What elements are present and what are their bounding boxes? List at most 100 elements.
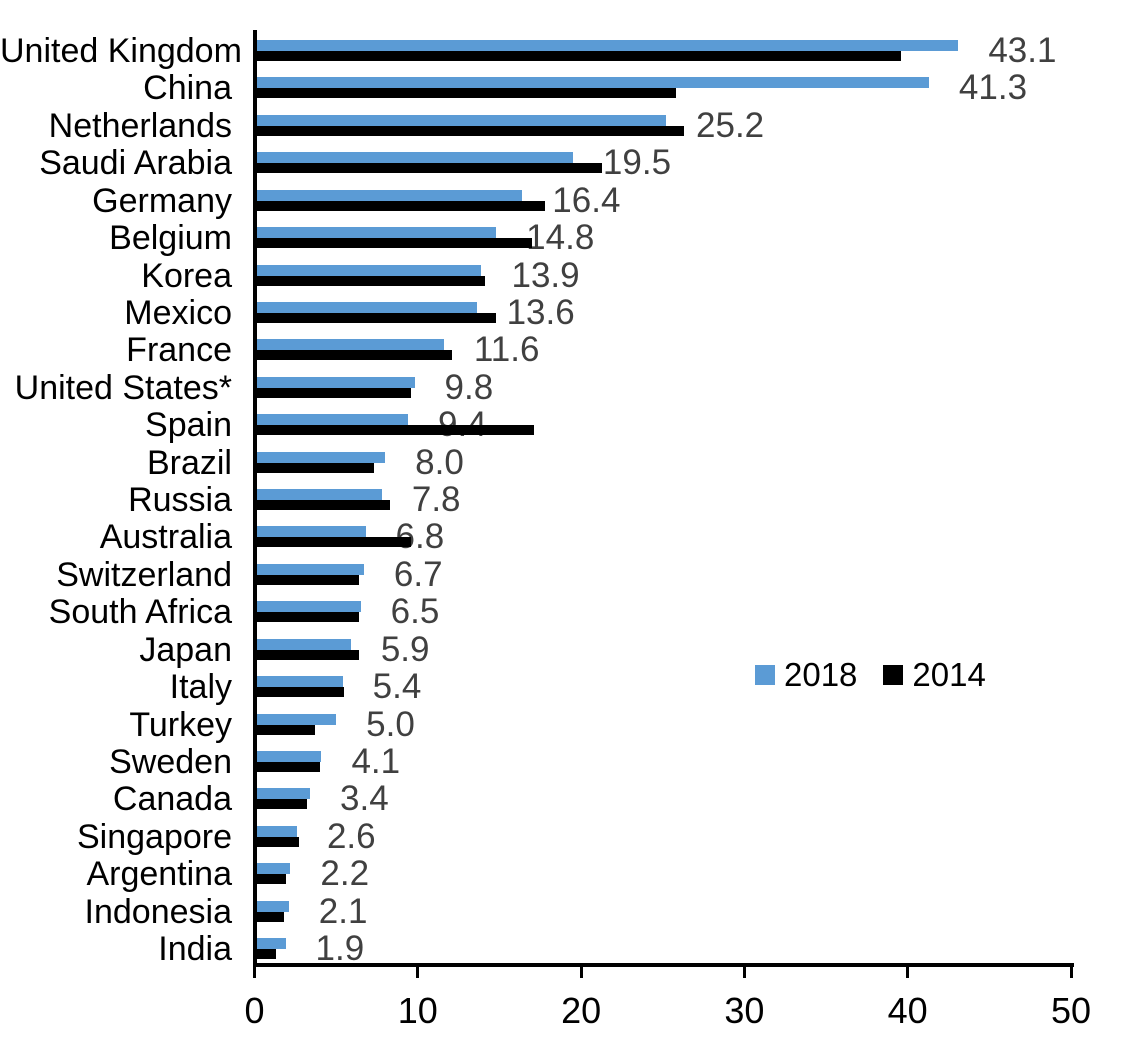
- bar-2014-turkey: [254, 724, 315, 735]
- x-tick-label-40: 40: [887, 990, 928, 1031]
- category-label-spain: Spain: [145, 406, 232, 445]
- x-tick-mark-20: [579, 967, 583, 978]
- value-label-india: 1.9: [315, 929, 365, 969]
- bar-2014-australia: [254, 537, 412, 548]
- bar-2018-korea: [254, 264, 482, 276]
- bar-2014-mexico: [254, 312, 497, 323]
- category-label-belgium: Belgium: [109, 219, 232, 258]
- value-label-turkey: 5.0: [366, 704, 415, 744]
- bar-2018-canada: [254, 788, 311, 800]
- value-label-france: 11.6: [473, 330, 540, 370]
- bar-2018-india: [254, 938, 286, 950]
- x-tick-label-10: 10: [397, 990, 438, 1031]
- value-label-canada: 3.4: [340, 779, 389, 819]
- value-label-spain: 9.4: [438, 406, 487, 444]
- bar-2014-south-africa: [254, 612, 359, 623]
- bar-2018-france: [254, 339, 444, 351]
- bar-2018-russia: [254, 489, 382, 501]
- bar-2014-italy: [254, 687, 345, 698]
- value-label-netherlands: 25.2: [696, 105, 765, 145]
- bar-2014-china: [254, 88, 676, 99]
- bar-2014-united-states: [254, 387, 412, 398]
- bar-2018-sweden: [254, 750, 322, 762]
- value-label-belgium: 14.8: [526, 218, 595, 258]
- x-tick-mark-30: [742, 967, 746, 978]
- category-label-turkey: Turkey: [129, 705, 232, 744]
- bar-2018-netherlands: [254, 114, 667, 126]
- category-label-canada: Canada: [112, 780, 232, 819]
- value-label-italy: 5.4: [372, 667, 422, 707]
- value-label-saudi-arabia: 19.5: [602, 143, 672, 183]
- value-label-united-kingdom: 43.1: [988, 31, 1057, 70]
- legend-label-2018: 2018: [784, 656, 858, 693]
- value-label-russia: 7.8: [411, 480, 461, 520]
- category-label-switzerland: Switzerland: [56, 555, 232, 594]
- value-label-japan: 5.9: [380, 629, 430, 669]
- x-axis-line: [253, 963, 1074, 967]
- bar-2014-spain: [254, 425, 534, 436]
- bar-2018-united-states: [254, 376, 415, 388]
- y-axis-line: [253, 30, 257, 967]
- bar-2014-belgium: [254, 238, 533, 249]
- x-tick-label-20: 20: [561, 990, 602, 1031]
- category-label-argentina: Argentina: [86, 855, 232, 894]
- bar-2018-spain: [254, 414, 408, 426]
- category-label-netherlands: Netherlands: [48, 106, 232, 145]
- bar-2018-united-kingdom: [254, 40, 959, 51]
- category-label-italy: Italy: [169, 668, 232, 707]
- category-label-australia: Australia: [99, 518, 232, 557]
- bar-2014-singapore: [254, 836, 299, 847]
- category-label-united-kingdom: United Kingdom: [0, 32, 242, 70]
- bar-2014-russia: [254, 500, 391, 511]
- value-label-mexico: 13.6: [506, 292, 575, 332]
- bar-2014-sweden: [254, 761, 320, 772]
- bar-2018-brazil: [254, 451, 386, 463]
- legend-label-2014: 2014: [912, 656, 986, 693]
- bar-2018-saudi-arabia: [254, 152, 573, 164]
- value-label-switzerland: 6.7: [393, 554, 443, 594]
- bar-2018-argentina: [254, 863, 291, 875]
- category-label-france: France: [126, 331, 232, 370]
- bar-2014-saudi-arabia: [254, 163, 603, 174]
- bar-2014-india: [254, 949, 276, 960]
- category-label-india: India: [158, 930, 232, 969]
- value-label-australia: 6.8: [395, 517, 445, 557]
- category-label-singapore: Singapore: [76, 817, 232, 856]
- bar-2014-france: [254, 350, 453, 361]
- value-label-germany: 16.4: [552, 180, 621, 220]
- bar-2014-japan: [254, 649, 359, 660]
- bar-2018-italy: [254, 676, 343, 688]
- legend-swatch-2014: [883, 665, 904, 685]
- bar-2014-germany: [254, 200, 546, 211]
- value-label-korea: 13.9: [511, 255, 580, 295]
- x-tick-label-30: 30: [724, 990, 765, 1031]
- bar-2014-argentina: [254, 874, 286, 885]
- x-tick-mark-0: [253, 967, 256, 978]
- bar-2018-belgium: [254, 227, 497, 239]
- bar-2018-china: [254, 77, 929, 89]
- category-label-indonesia: Indonesia: [84, 892, 232, 931]
- legend-swatch-2018: [755, 665, 775, 685]
- value-label-south-africa: 6.5: [390, 592, 440, 632]
- category-label-sweden: Sweden: [109, 742, 232, 781]
- category-label-russia: Russia: [128, 481, 232, 520]
- bar-2018-indonesia: [254, 900, 289, 912]
- bar-2018-singapore: [254, 825, 297, 837]
- value-label-china: 41.3: [958, 68, 1028, 108]
- value-label-brazil: 8.0: [415, 442, 464, 482]
- bar-2014-indonesia: [254, 911, 284, 922]
- x-tick-mark-40: [906, 967, 910, 978]
- bar-2018-switzerland: [254, 563, 364, 575]
- value-label-indonesia: 2.1: [318, 891, 368, 931]
- bar-2018-mexico: [254, 301, 477, 313]
- category-label-south-africa: South Africa: [48, 593, 232, 632]
- bar-2018-australia: [254, 526, 366, 538]
- bar-2014-canada: [254, 799, 307, 810]
- bar-2014-netherlands: [254, 125, 684, 136]
- category-label-brazil: Brazil: [146, 443, 232, 482]
- bar-2014-brazil: [254, 462, 374, 473]
- value-label-united-states: 9.8: [444, 367, 494, 407]
- category-label-china: China: [143, 69, 232, 108]
- bar-2018-germany: [254, 189, 523, 201]
